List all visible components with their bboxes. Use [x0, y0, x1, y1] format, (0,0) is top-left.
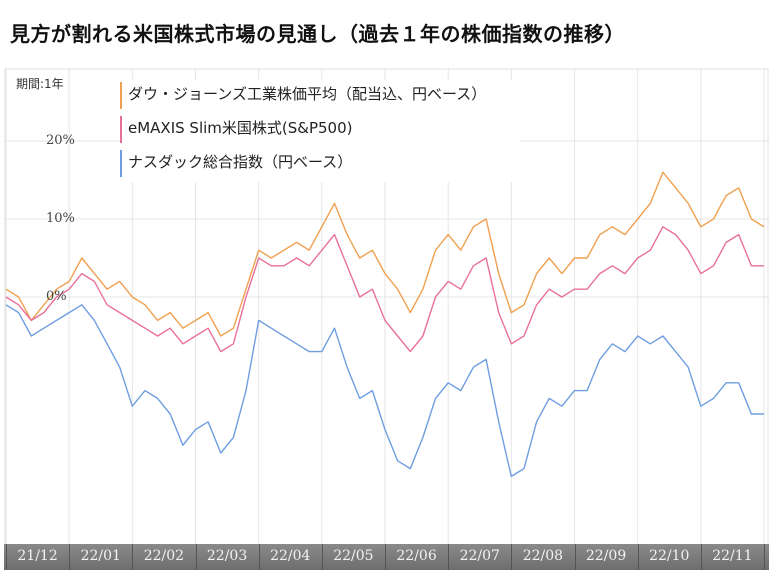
x-axis-separator [385, 544, 386, 570]
line-chart [4, 68, 769, 546]
legend-label: eMAXIS Slim米国株式(S&P500) [128, 119, 353, 137]
legend-item-nasdaq[interactable]: ナスダック総合指数（円ベース） [120, 148, 520, 182]
x-tick-label: 22/02 [143, 548, 185, 564]
x-tick-label: 22/10 [649, 548, 690, 564]
x-axis-separator [637, 544, 639, 570]
page-title: 見方が割れる米国株式市場の見通し（過去１年の株価指数の推移） [10, 22, 625, 46]
series-line-2 [5, 304, 764, 478]
x-axis-separator [574, 544, 576, 570]
x-tick-label: 21/12 [17, 548, 58, 564]
y-tick-label: 0% [46, 289, 67, 304]
legend-item-dow[interactable]: ダウ・ジョーンズ工業株価平均（配当込、円ベース） [120, 80, 520, 114]
y-tick-label: 10% [46, 211, 75, 226]
series-lines [5, 171, 765, 478]
legend-color-swatch [120, 150, 122, 177]
x-axis-separator [764, 544, 765, 570]
series-line-1 [5, 226, 764, 353]
x-tick-label: 22/04 [270, 548, 311, 564]
x-tick-label: 22/03 [206, 548, 248, 564]
x-tick-label: 22/01 [80, 548, 121, 564]
legend: ダウ・ジョーンズ工業株価平均（配当込、円ベース） eMAXIS Slim米国株式… [120, 80, 520, 182]
x-axis-separator [448, 544, 450, 570]
x-axis-separator [511, 544, 513, 570]
x-tick-label: 22/05 [333, 548, 374, 564]
x-axis-separator [258, 544, 260, 570]
x-tick-label: 22/09 [585, 548, 627, 564]
legend-color-swatch [120, 82, 122, 109]
x-tick-label: 22/07 [459, 548, 500, 564]
x-axis-bar: 21/12 22/01 22/02 22/03 22/04 22/05 22/06 22/07… [4, 544, 769, 570]
y-tick-label: 20% [46, 133, 75, 148]
x-tick-label: 22/11 [712, 548, 753, 564]
period-label[interactable]: 期間:1年 [16, 77, 64, 91]
x-axis-separator [321, 544, 323, 570]
x-tick-label: 22/06 [396, 548, 437, 564]
legend-color-swatch [120, 116, 122, 143]
x-axis-separator [132, 544, 134, 570]
chart-area [4, 68, 769, 571]
x-axis-separator [6, 544, 7, 570]
legend-label: ダウ・ジョーンズ工業株価平均（配当込、円ベース） [128, 85, 487, 103]
x-axis-separator [69, 544, 71, 570]
legend-item-sp500[interactable]: eMAXIS Slim米国株式(S&P500) [120, 114, 520, 148]
x-axis-separator [700, 544, 702, 570]
x-axis-separator [195, 544, 197, 570]
legend-label: ナスダック総合指数（円ベース） [128, 153, 353, 171]
series-line-0 [5, 171, 765, 337]
x-tick-label: 22/08 [522, 548, 564, 564]
